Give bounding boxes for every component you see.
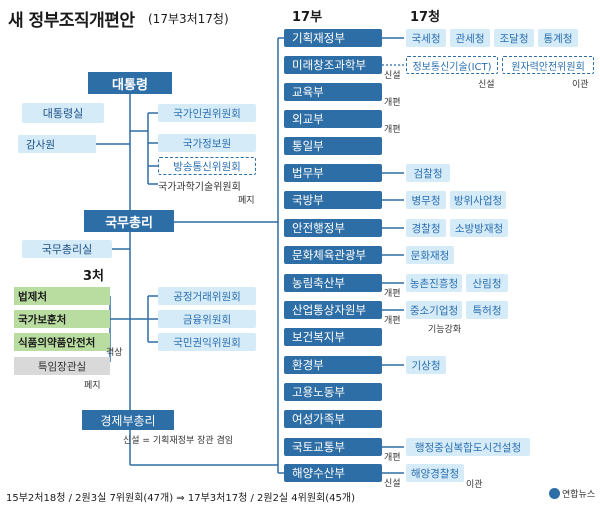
agency-prosecution: 검찰청 — [406, 164, 450, 182]
agency-ict: 정보통신기술(ICT) — [406, 56, 498, 74]
audit-box: 감사원 — [18, 135, 96, 153]
committee-broadcasting: 방송통신위원회 — [158, 157, 256, 175]
agency-forest: 산림청 — [466, 274, 508, 292]
presidential-office-box: 대통령실 — [22, 103, 104, 123]
agency-rural-development: 농촌진흥청 — [406, 274, 462, 292]
cheo-veterans: 국가보훈처 — [14, 310, 110, 328]
deputy-pm-note: 신설 = 기획재정부 장관 겸임 — [123, 436, 234, 446]
ministry-agriculture-note: 개편 — [384, 289, 401, 299]
agency-meteorology: 기상청 — [406, 356, 446, 374]
column-header-ministries: 17부 — [292, 10, 323, 25]
ministry-unification: 통일부 — [284, 137, 382, 155]
agency-emergency: 소방방재청 — [450, 219, 508, 237]
agency-defense-acquisition: 방위사업청 — [450, 191, 506, 209]
ministry-agriculture: 농림축산부 — [284, 274, 382, 292]
footer-summary: 15부2처18청 / 2원3실 7위원회(47개) ⇒ 17부3처17청 / 2… — [6, 493, 355, 504]
yonhap-logo-text: 연합뉴스 — [562, 490, 596, 500]
ministry-environment: 환경부 — [284, 356, 382, 374]
special-minister-office: 특임장관실 — [14, 357, 110, 375]
ministry-justice: 법무부 — [284, 164, 382, 182]
committee-science-tech: 국가과학기술위원회 — [158, 181, 241, 193]
agency-statistics: 통계청 — [538, 29, 578, 47]
national-intelligence-service: 국가정보원 — [158, 134, 256, 152]
prime-minister-box: 국무총리 — [84, 210, 174, 232]
science-committee-abolished-note: 폐지 — [238, 196, 255, 206]
agency-police: 경찰청 — [406, 219, 446, 237]
ministry-health: 보건복지부 — [284, 328, 382, 346]
ministry-land: 국토교통부 — [284, 438, 382, 456]
committee-fair-trade: 공정거래위원회 — [158, 287, 256, 305]
agency-nuclear-safety: 원자력안전위원회 — [502, 56, 594, 74]
ministry-labor: 고용노동부 — [284, 383, 382, 401]
agency-military-manpower: 병무청 — [406, 191, 446, 209]
cheo-food-drug: 식품의약품안전처 — [14, 333, 110, 351]
ministry-interior: 안전행정부 — [284, 219, 382, 237]
cheo-legislation: 법제처 — [14, 287, 110, 305]
agency-cultural-heritage: 문화재청 — [406, 246, 454, 264]
committee-financial: 금융위원회 — [158, 310, 256, 328]
agency-sme: 중소기업청 — [406, 301, 462, 319]
yonhap-logo-icon — [549, 488, 560, 499]
committee-human-rights: 국가인권위원회 — [158, 104, 256, 122]
ministry-industry-note: 개편 — [384, 316, 401, 326]
ministry-foreign-note: 개편 — [384, 125, 401, 135]
industry-function-note: 기능강화 — [428, 325, 462, 335]
ministry-culture: 문화체육관광부 — [284, 246, 382, 264]
ministry-land-note: 개편 — [384, 453, 401, 463]
agency-procurement: 조달청 — [494, 29, 534, 47]
ministry-ocean-note: 신설 — [384, 479, 401, 489]
ministry-foreign: 외교부 — [284, 110, 382, 128]
column-header-agencies: 17청 — [410, 10, 441, 25]
agency-customs: 관세청 — [450, 29, 490, 47]
deputy-pm-box: 경제부총리 — [82, 410, 174, 430]
coast-guard-note: 이관 — [466, 480, 483, 490]
pm-office-box: 국무총리실 — [22, 240, 112, 258]
agency-coast-guard: 해양경찰청 — [406, 464, 464, 482]
nuclear-safety-note: 이관 — [572, 80, 589, 90]
ministry-ocean: 해양수산부 — [284, 464, 382, 482]
ict-note: 신설 — [478, 80, 495, 90]
yonhap-logo: 연합뉴스 — [549, 487, 595, 500]
page-subtitle: (17부3처17청) — [148, 12, 229, 26]
ministry-education: 교육부 — [284, 83, 382, 101]
food-drug-upgrade-note: 격상 — [106, 348, 123, 358]
committee-civil-rights: 국민권익위원회 — [158, 333, 256, 351]
ministry-education-note: 개편 — [384, 98, 401, 108]
special-minister-abolished-note: 폐지 — [84, 381, 101, 391]
agency-admin-city: 행정중심복합도시건설청 — [406, 438, 530, 456]
ministry-finance: 기획재정부 — [284, 29, 382, 47]
page-title: 새 정부조직개편안 — [8, 11, 135, 31]
column-header-cheo: 3처 — [83, 269, 105, 284]
ministry-science-note: 신설 — [384, 71, 401, 81]
ministry-defense: 국방부 — [284, 191, 382, 209]
ministry-gender: 여성가족부 — [284, 410, 382, 428]
agency-tax: 국세청 — [406, 29, 446, 47]
ministry-industry: 산업통상자원부 — [284, 301, 382, 319]
agency-patent: 특허청 — [466, 301, 508, 319]
ministry-science: 미래창조과학부 — [284, 56, 382, 74]
president-box: 대통령 — [88, 72, 172, 94]
